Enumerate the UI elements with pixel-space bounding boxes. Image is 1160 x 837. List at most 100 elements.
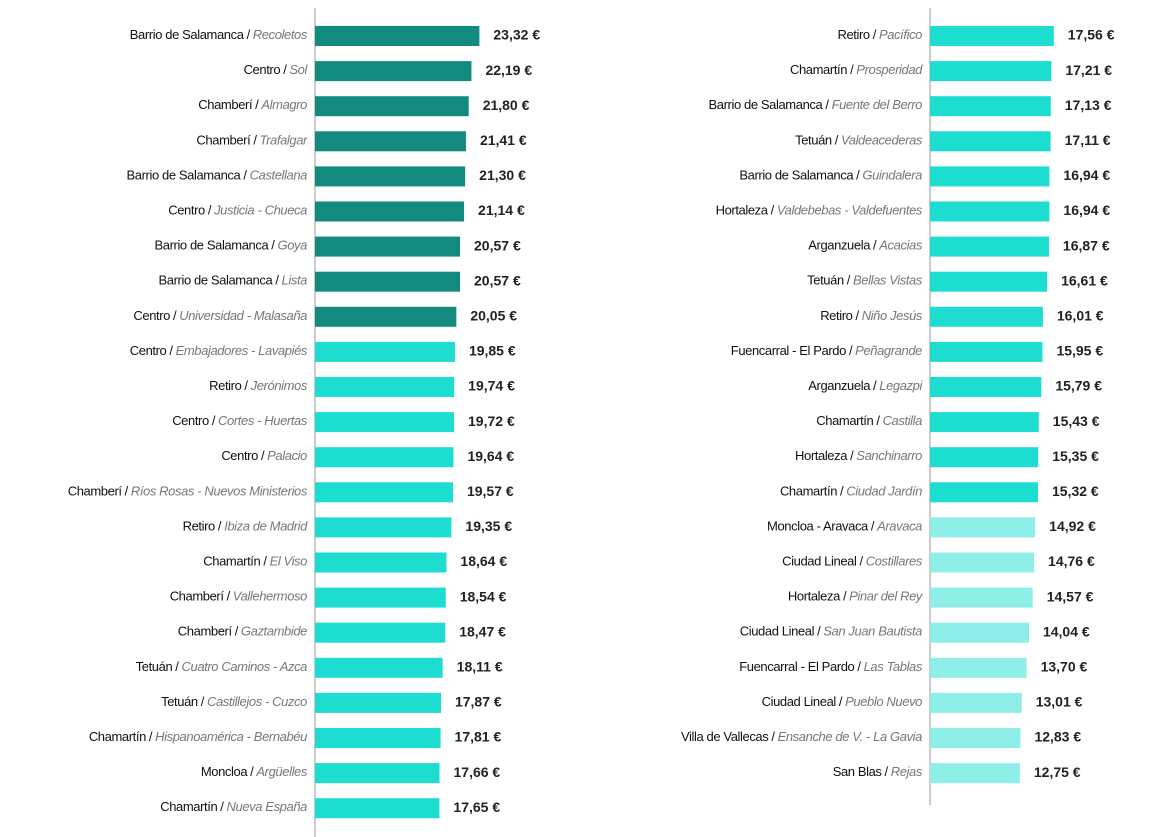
category-label: Chamartín / Castilla bbox=[816, 414, 922, 429]
separator: / bbox=[173, 308, 177, 323]
category-label: Centro / Universidad - Malasaña bbox=[133, 308, 307, 323]
value-label: 16,01 € bbox=[1057, 308, 1104, 324]
value-label: 15,35 € bbox=[1052, 448, 1099, 464]
separator: / bbox=[825, 98, 829, 113]
separator: / bbox=[247, 27, 251, 42]
value-label: 17,21 € bbox=[1065, 62, 1112, 78]
bar bbox=[930, 271, 1048, 292]
bar bbox=[930, 482, 1039, 503]
neighborhood: Aravaca bbox=[876, 519, 922, 534]
bar bbox=[930, 166, 1050, 187]
separator: / bbox=[261, 449, 265, 464]
category-label: San Blas / Rejas bbox=[833, 765, 923, 780]
bar bbox=[315, 692, 441, 713]
separator: / bbox=[201, 694, 205, 709]
category-label: Barrio de Salamanca / Lista bbox=[159, 273, 308, 288]
value-label: 18,47 € bbox=[459, 623, 506, 639]
bar bbox=[315, 306, 457, 327]
district: Ciudad Lineal bbox=[740, 624, 815, 639]
neighborhood: Prosperidad bbox=[856, 63, 923, 78]
separator: / bbox=[227, 589, 231, 604]
neighborhood: Vallehermoso bbox=[233, 589, 307, 604]
neighborhood: Cuatro Caminos - Azca bbox=[182, 659, 308, 674]
district: Hortaleza bbox=[716, 203, 769, 218]
district: Chamartín bbox=[89, 729, 146, 744]
neighborhood: Guindalera bbox=[862, 168, 922, 183]
value-label: 14,04 € bbox=[1043, 623, 1090, 639]
separator: / bbox=[817, 624, 821, 639]
neighborhood: El Viso bbox=[270, 554, 308, 569]
category-label: Barrio de Salamanca / Recoletos bbox=[130, 27, 308, 42]
bar bbox=[930, 306, 1043, 327]
separator: / bbox=[857, 659, 861, 674]
category-label: Ciudad Lineal / San Juan Bautista bbox=[740, 624, 922, 639]
category-label: Fuencarral - El Pardo / Peñagrande bbox=[731, 343, 922, 358]
separator: / bbox=[873, 27, 877, 42]
category-label: Centro / Justicia - Chueca bbox=[168, 203, 307, 218]
neighborhood: Jerónimos bbox=[250, 378, 308, 393]
separator: / bbox=[859, 554, 863, 569]
neighborhood: Legazpi bbox=[879, 378, 923, 393]
district: Ciudad Lineal bbox=[782, 554, 857, 569]
bar bbox=[930, 728, 1021, 748]
separator: / bbox=[175, 659, 179, 674]
neighborhood: San Juan Bautista bbox=[823, 624, 922, 639]
value-label: 19,57 € bbox=[467, 483, 514, 499]
value-label: 19,85 € bbox=[469, 343, 516, 359]
value-label: 15,95 € bbox=[1056, 343, 1103, 359]
district: Barrio de Salamanca bbox=[709, 98, 824, 113]
bar bbox=[315, 412, 455, 433]
category-label: Arganzuela / Legazpi bbox=[808, 378, 923, 393]
bar bbox=[930, 587, 1033, 608]
value-label: 21,14 € bbox=[478, 202, 525, 218]
separator: / bbox=[839, 694, 843, 709]
value-label: 14,57 € bbox=[1047, 588, 1094, 604]
separator: / bbox=[873, 378, 877, 393]
category-label: Barrio de Salamanca / Guindalera bbox=[739, 168, 922, 183]
value-label: 21,80 € bbox=[483, 97, 530, 113]
district: Centro bbox=[172, 414, 209, 429]
bar bbox=[315, 61, 472, 82]
bar bbox=[315, 763, 440, 784]
district: San Blas bbox=[833, 765, 883, 780]
neighborhood: Fuente del Berro bbox=[832, 98, 923, 113]
separator: / bbox=[856, 168, 860, 183]
bar bbox=[315, 587, 446, 608]
separator: / bbox=[243, 168, 247, 183]
separator: / bbox=[244, 378, 248, 393]
district: Retiro bbox=[820, 308, 852, 323]
bar bbox=[315, 166, 466, 187]
district: Chamartín bbox=[160, 800, 217, 815]
value-label: 16,61 € bbox=[1061, 272, 1108, 288]
bar bbox=[315, 622, 446, 643]
district: Ciudad Lineal bbox=[762, 694, 837, 709]
neighborhood: Sol bbox=[289, 63, 308, 78]
value-label: 13,01 € bbox=[1036, 694, 1083, 710]
separator: / bbox=[835, 133, 839, 148]
category-label: Chamartín / Hispanoamérica - Bernabéu bbox=[89, 729, 307, 744]
bar bbox=[315, 236, 461, 257]
separator: / bbox=[250, 765, 254, 780]
category-label: Chamberí / Almagro bbox=[198, 98, 307, 113]
district: Chamartín bbox=[203, 554, 260, 569]
neighborhood: Lista bbox=[282, 273, 308, 288]
value-label: 21,30 € bbox=[479, 167, 526, 183]
district: Chamberí bbox=[170, 589, 225, 604]
bar bbox=[315, 482, 453, 503]
separator: / bbox=[271, 238, 275, 253]
value-label: 17,87 € bbox=[455, 694, 502, 710]
category-label: Chamartín / Prosperidad bbox=[790, 63, 923, 78]
district: Retiro bbox=[837, 27, 869, 42]
separator: / bbox=[149, 729, 153, 744]
bar bbox=[930, 236, 1049, 257]
bar bbox=[930, 377, 1042, 397]
district: Chamartín bbox=[790, 63, 847, 78]
bar bbox=[930, 692, 1022, 713]
bar bbox=[930, 61, 1052, 82]
separator: / bbox=[218, 519, 222, 534]
bar bbox=[315, 517, 452, 538]
category-label: Chamartín / Ciudad Jardín bbox=[780, 484, 922, 499]
bar bbox=[315, 552, 447, 573]
separator: / bbox=[847, 273, 851, 288]
value-label: 13,70 € bbox=[1041, 659, 1088, 675]
